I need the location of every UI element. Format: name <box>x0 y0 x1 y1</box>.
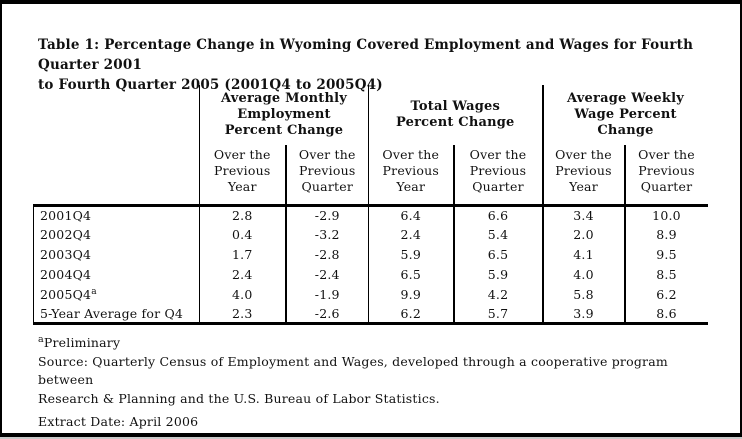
row-label-cell: 2003Q4 <box>33 244 200 265</box>
row-label: 2001Q4 <box>40 208 92 224</box>
row-label: 2002Q4 <box>40 227 92 243</box>
footnote-marker: a <box>38 333 44 345</box>
value-cell: 8.9 <box>623 224 708 245</box>
group-header-label: Total Wages Percent Change <box>395 99 515 130</box>
value-cell: 5.4 <box>452 224 543 245</box>
value-cell: 5.8 <box>541 284 625 304</box>
value-cell: -2.4 <box>284 264 369 285</box>
value-cell: 6.6 <box>452 205 543 225</box>
row-label-footnote-marker: a <box>91 286 97 297</box>
value-cell: 3.9 <box>541 303 625 326</box>
subheader-label: Over the Previous Quarter <box>298 146 356 194</box>
table-title-line1: Table 1: Percentage Change in Wyoming Co… <box>38 37 694 73</box>
table-footer: aPreliminary Source: Quarterly Census of… <box>38 334 714 432</box>
value-cell: 4.0 <box>541 264 625 285</box>
value-cell: 8.5 <box>623 264 708 285</box>
subheader-wages-year: Over the Previous Year <box>368 145 454 207</box>
value-cell: 5.9 <box>452 264 543 285</box>
subheader-label: Over the Previous Year <box>382 146 440 194</box>
subheader-employment-quarter: Over the Previous Quarter <box>284 145 369 207</box>
subheader-label: Over the Previous Year <box>555 146 612 194</box>
table-row-2003q4: 2003Q4 1.7 -2.8 5.9 6.5 4.1 9.5 <box>33 244 708 265</box>
value-cell: 0.4 <box>199 224 286 245</box>
table-row-2001q4: 2001Q4 2.8 -2.9 6.4 6.6 3.4 10.0 <box>33 205 708 225</box>
subheader-spacer-cell <box>33 145 200 207</box>
subheader-weekly-quarter: Over the Previous Quarter <box>623 145 708 207</box>
row-label-cell: 2001Q4 <box>33 205 200 225</box>
value-cell: 3.4 <box>541 205 625 225</box>
employment-wages-table: Average Monthly Employment Percent Chang… <box>33 85 708 326</box>
value-cell: 4.0 <box>199 284 286 304</box>
value-cell: 6.5 <box>452 244 543 265</box>
group-header-label: Average Weekly Wage Percent Change <box>567 91 684 138</box>
source-line-2: Research & Planning and the U.S. Bureau … <box>38 390 440 406</box>
value-cell: 9.5 <box>623 244 708 265</box>
value-cell: 5.7 <box>452 303 543 326</box>
header-spacer-cell <box>34 85 200 145</box>
table-row-5-year-average: 5-Year Average for Q4 2.3 -2.6 6.2 5.7 3… <box>33 303 708 326</box>
subheader-label: Over the Previous Quarter <box>469 146 527 194</box>
value-cell: -2.6 <box>284 303 369 326</box>
subheader-weekly-year: Over the Previous Year <box>541 145 625 207</box>
value-cell: 6.2 <box>623 284 708 304</box>
row-label-cell: 2004Q4 <box>33 264 200 285</box>
subheader-label: Over the Previous Year <box>213 146 271 194</box>
row-label-cell: 2002Q4 <box>33 224 200 245</box>
row-label-cell: 5-Year Average for Q4 <box>33 303 200 326</box>
value-cell: 6.4 <box>368 205 454 225</box>
group-header-total-wages: Total Wages Percent Change <box>368 85 543 145</box>
value-cell: 2.8 <box>199 205 286 225</box>
subheader-wages-quarter: Over the Previous Quarter <box>452 145 543 207</box>
value-cell: 2.0 <box>541 224 625 245</box>
footnote-preliminary: aPreliminary <box>38 334 714 353</box>
subheader-label: Over the Previous Quarter <box>638 146 695 194</box>
subheader-employment-year: Over the Previous Year <box>199 145 286 207</box>
row-label-cell: 2005Q4a <box>33 284 200 304</box>
value-cell: 6.5 <box>368 264 454 285</box>
value-cell: 2.3 <box>199 303 286 326</box>
value-cell: -1.9 <box>284 284 369 304</box>
group-header-label: Average Monthly Employment Percent Chang… <box>220 91 347 138</box>
value-cell: 5.9 <box>368 244 454 265</box>
source-line-1: Source: Quarterly Census of Employment a… <box>38 353 668 388</box>
value-cell: 4.1 <box>541 244 625 265</box>
value-cell: 6.2 <box>368 303 454 326</box>
value-cell: -2.9 <box>284 205 369 225</box>
value-cell: 1.7 <box>199 244 286 265</box>
table-row-2005q4: 2005Q4a 4.0 -1.9 9.9 4.2 5.8 6.2 <box>33 284 708 304</box>
row-label: 5-Year Average for Q4 <box>40 305 184 321</box>
value-cell: 9.9 <box>368 284 454 304</box>
row-label: 2003Q4 <box>40 246 92 262</box>
group-header-avg-monthly-employment: Average Monthly Employment Percent Chang… <box>199 85 369 145</box>
value-cell: -3.2 <box>284 224 369 245</box>
value-cell: 4.2 <box>452 284 543 304</box>
table-row-2002q4: 2002Q4 0.4 -3.2 2.4 5.4 2.0 8.9 <box>33 224 708 245</box>
footnote-text: Preliminary <box>43 335 121 350</box>
row-label: 2004Q4 <box>40 266 92 282</box>
extract-date: Extract Date: April 2006 <box>38 414 199 429</box>
value-cell: 8.6 <box>623 303 708 326</box>
value-cell: 2.4 <box>199 264 286 285</box>
group-header-avg-weekly-wage: Average Weekly Wage Percent Change <box>541 85 708 145</box>
row-label: 2005Q4 <box>40 286 92 302</box>
value-cell: 2.4 <box>368 224 454 245</box>
value-cell: 10.0 <box>623 205 708 225</box>
table-row-2004q4: 2004Q4 2.4 -2.4 6.5 5.9 4.0 8.5 <box>33 264 708 285</box>
value-cell: -2.8 <box>284 244 369 265</box>
